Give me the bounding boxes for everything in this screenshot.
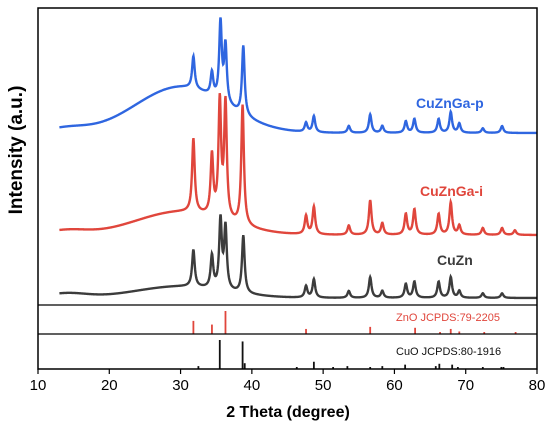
x-tick-label-70: 70 (457, 377, 474, 394)
x-tick-label-30: 30 (172, 377, 189, 394)
ref-label-cuo-jcpds-80-1916: CuO JCPDS:80-1916 (396, 346, 501, 358)
series-line-cuznga-p (59, 17, 537, 135)
x-axis-title: 2 Theta (degree) (226, 404, 350, 421)
axes: 10 20 30 40 50 60 70 80 (30, 7, 546, 394)
x-tick-label-50: 50 (315, 377, 332, 394)
series-line-cuznga-i (59, 93, 537, 237)
x-tick-label-60: 60 (386, 377, 403, 394)
pattern-panel: CuZnGa-p CuZnGa-i CuZn (59, 17, 537, 300)
y-axis-title: Intensity (a.u.) (6, 86, 27, 215)
series-label-cuznga-i: CuZnGa-i (420, 183, 483, 199)
x-tick-label-80: 80 (529, 377, 546, 394)
series-label-cuznga-p: CuZnGa-p (416, 95, 484, 111)
reference-panel: ZnO JCPDS:79-2205 CuO JCPDS:80-1916 (192, 311, 517, 369)
plot-frame (37, 7, 538, 370)
x-tick-label-40: 40 (244, 377, 261, 394)
x-tick-label-20: 20 (101, 377, 118, 394)
ref-label-zno-jcpds-79-2205: ZnO JCPDS:79-2205 (396, 312, 500, 324)
series-line-cuzn (59, 214, 537, 300)
x-tick-label-10: 10 (30, 377, 47, 394)
series-label-cuzn: CuZn (437, 252, 473, 268)
